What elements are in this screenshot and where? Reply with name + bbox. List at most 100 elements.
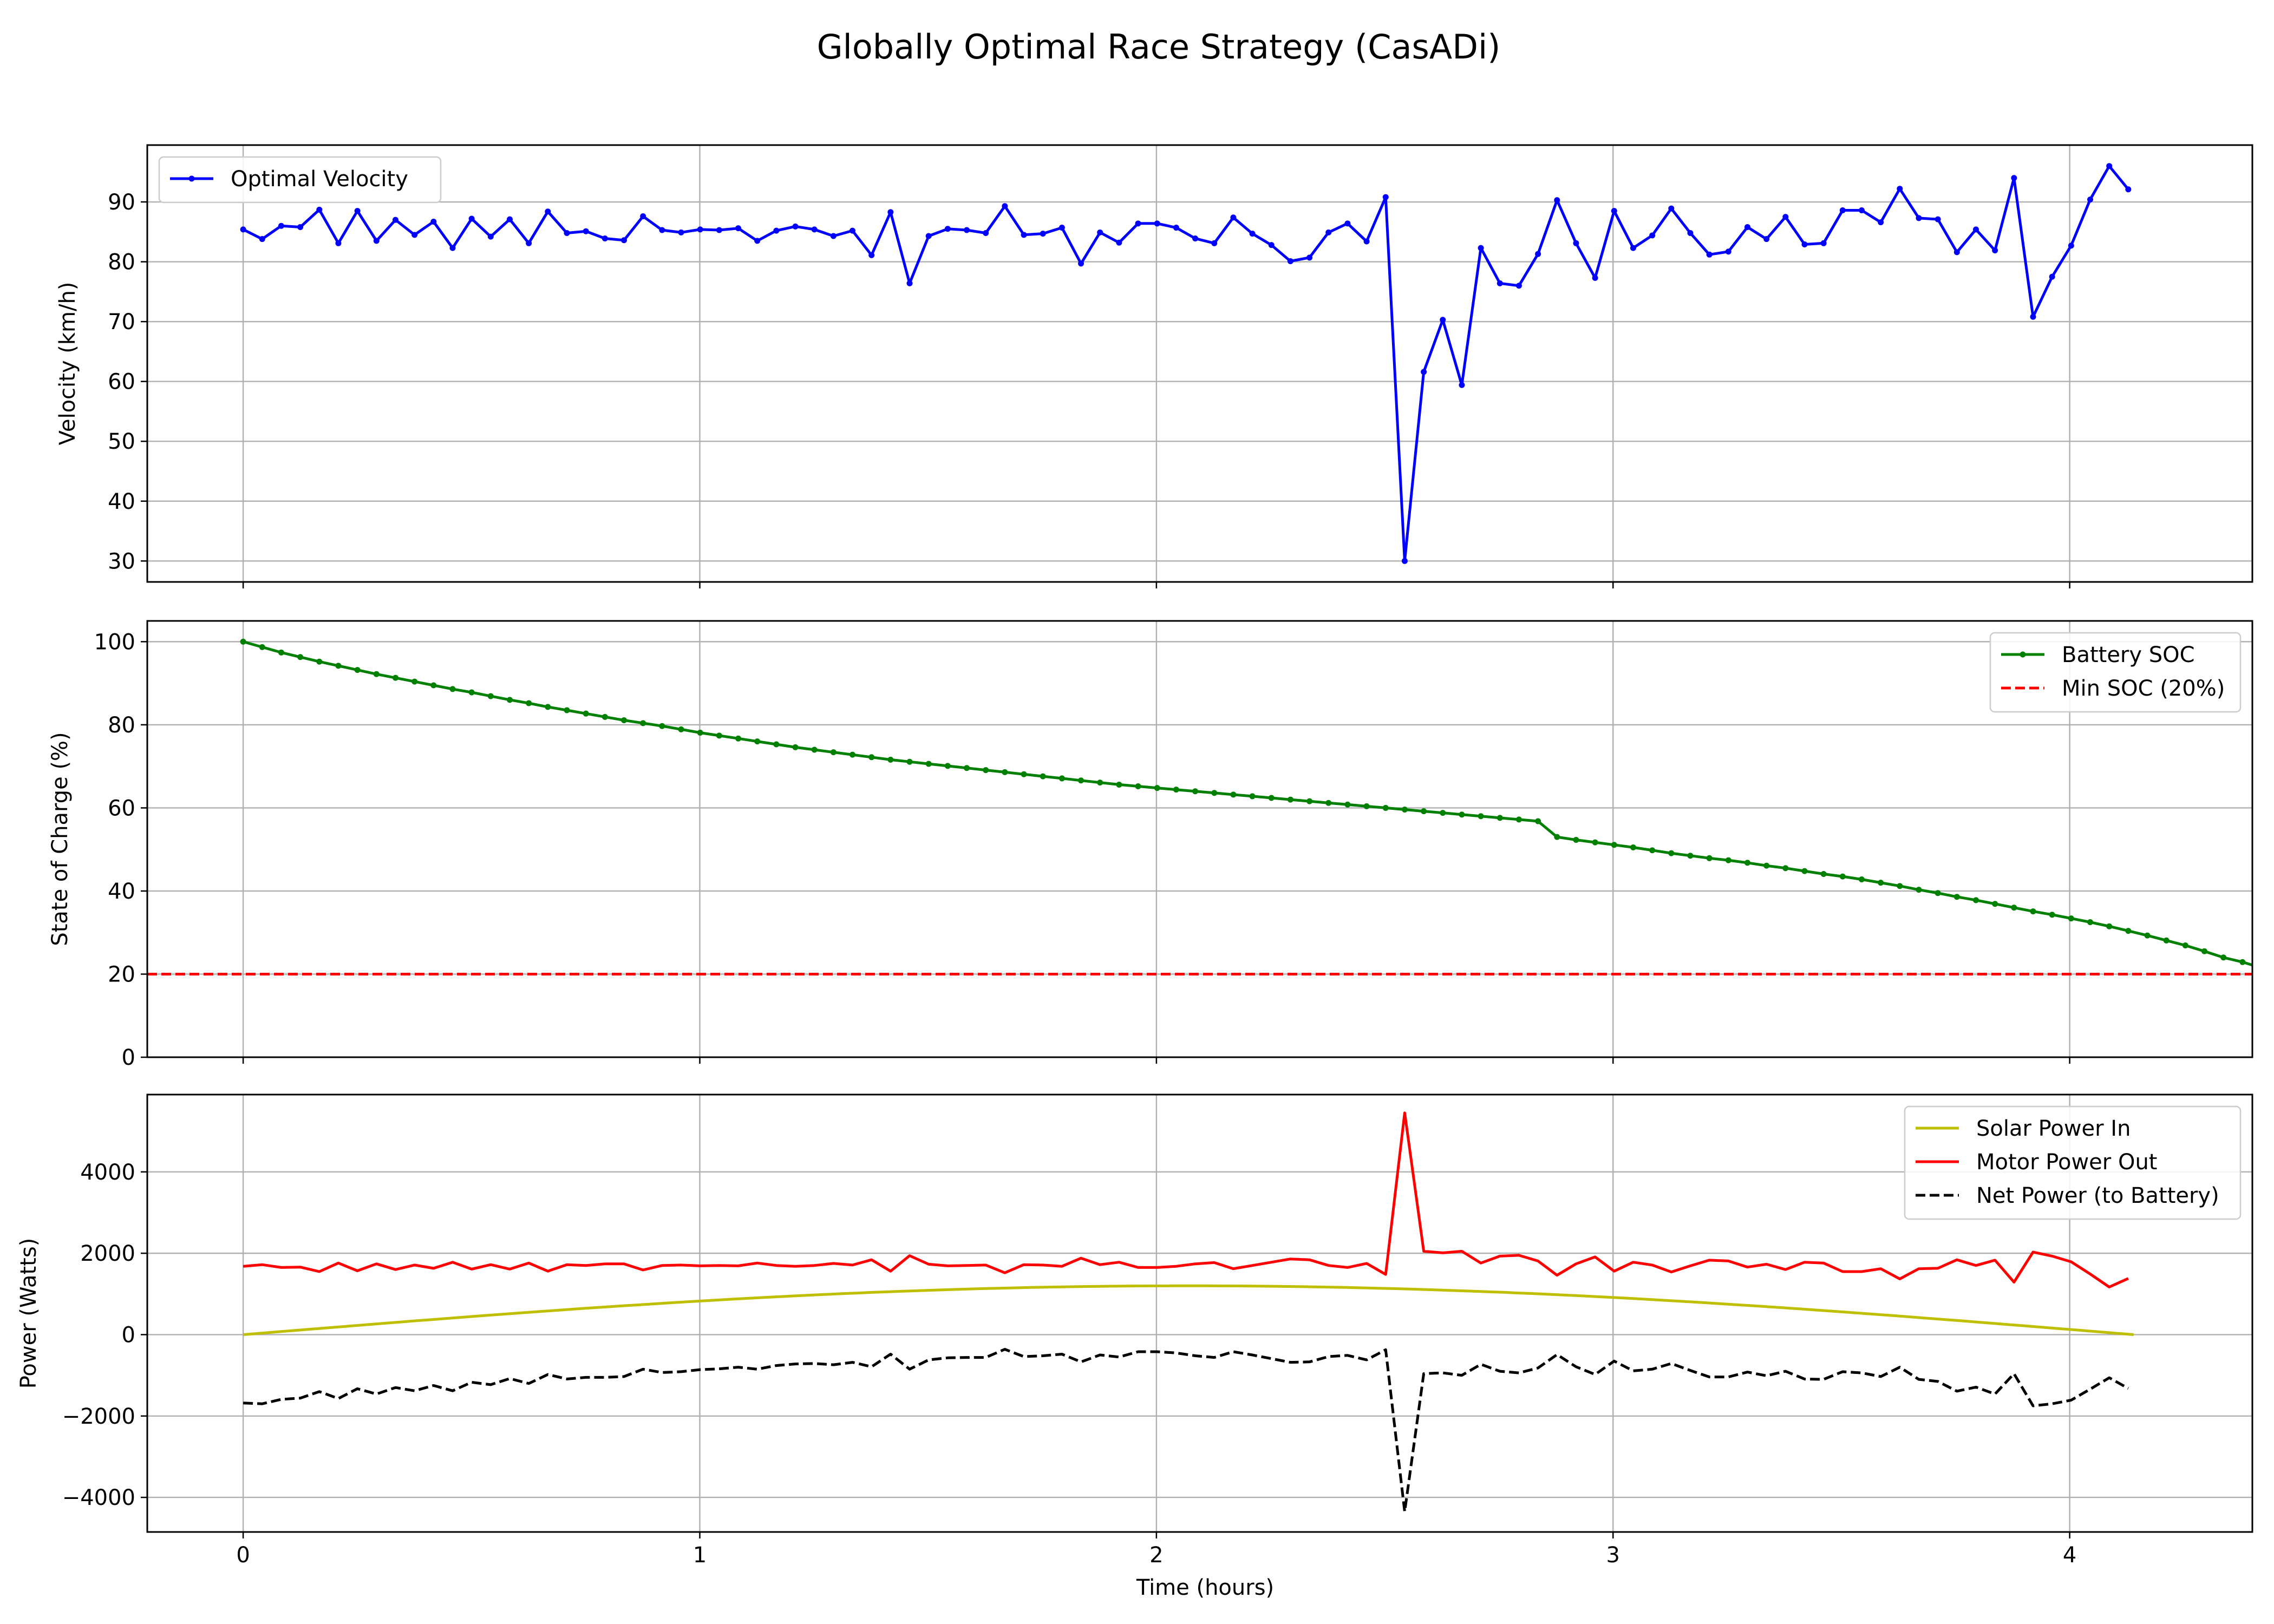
battery-soc-point: [678, 726, 684, 732]
y-tick-label: 20: [108, 962, 135, 987]
battery-soc-point: [735, 735, 742, 742]
optimal-velocity-point: [411, 232, 418, 238]
battery-soc-point: [983, 767, 989, 774]
optimal-velocity-point: [449, 245, 456, 251]
battery-soc-point: [1916, 887, 1922, 893]
optimal-velocity-point: [392, 217, 398, 223]
optimal-velocity-point: [964, 227, 970, 233]
optimal-velocity-point: [1135, 220, 1141, 227]
optimal-velocity-point: [1725, 248, 1731, 255]
optimal-velocity-point: [1040, 231, 1046, 237]
optimal-velocity-point: [1116, 239, 1122, 246]
battery-soc-point: [1515, 816, 1522, 823]
battery-soc-point: [297, 654, 304, 660]
battery-soc-point: [1363, 803, 1370, 809]
optimal-velocity-point: [1687, 230, 1694, 237]
battery-soc-point: [773, 741, 780, 748]
battery-soc-point: [2011, 905, 2017, 911]
optimal-velocity-point: [1306, 254, 1313, 261]
x-tick-label: 0: [236, 1543, 250, 1568]
optimal-velocity-point: [1173, 225, 1179, 231]
battery-soc-point: [583, 710, 589, 717]
x-tick-label: 4: [2063, 1543, 2076, 1568]
battery-soc-point: [754, 738, 761, 745]
optimal-velocity-point: [373, 238, 380, 244]
velocity-legend: Optimal Velocity: [158, 156, 442, 204]
optimal-velocity-point: [545, 208, 551, 215]
optimal-velocity-point: [1820, 240, 1827, 246]
optimal-velocity-point: [1592, 274, 1598, 281]
power-axes-frame: [146, 1093, 2253, 1533]
optimal-velocity-point: [1515, 283, 1522, 289]
optimal-velocity-point: [811, 226, 818, 233]
battery-soc-point: [1211, 790, 1218, 796]
optimal-velocity-point: [792, 223, 799, 230]
battery-soc-point: [1459, 811, 1465, 818]
optimal-velocity-point: [1401, 558, 1408, 564]
battery-soc-point: [1839, 873, 1846, 880]
battery-soc-point: [1801, 868, 1808, 874]
optimal-velocity-point: [620, 237, 627, 244]
optimal-velocity-point: [564, 230, 570, 237]
battery-soc-point: [1668, 850, 1675, 856]
optimal-velocity-point: [278, 222, 284, 229]
optimal-velocity-point: [1706, 251, 1713, 258]
optimal-velocity-point: [678, 229, 684, 235]
battery-soc-point: [1097, 780, 1103, 786]
battery-soc-point: [2259, 965, 2265, 971]
velocity-y-axis-label: Velocity (km/h): [55, 282, 80, 446]
optimal-velocity-point: [526, 240, 532, 246]
battery-soc-point: [449, 686, 456, 692]
battery-soc-point: [1687, 853, 1694, 859]
battery-soc-point: [526, 700, 532, 706]
battery-soc-point: [1878, 880, 1884, 886]
battery-soc-legend-marker: [2020, 651, 2026, 658]
battery-soc-point: [1440, 810, 1446, 816]
y-tick-label: −4000: [62, 1485, 135, 1510]
battery-soc-point: [2049, 912, 2055, 918]
optimal-velocity-point: [1287, 258, 1293, 264]
optimal-velocity-point: [2030, 313, 2036, 320]
optimal-velocity-point: [2087, 197, 2094, 203]
optimal-velocity-point: [1440, 317, 1446, 323]
battery-soc-point: [1344, 801, 1351, 808]
battery-soc-point: [430, 682, 437, 689]
x-axis-label: Time (hours): [1136, 1575, 1274, 1600]
battery-soc-point: [1573, 837, 1579, 843]
battery-soc-point: [1154, 785, 1160, 791]
optimal-velocity-point: [1478, 245, 1484, 251]
power-panel: 0 1 2 3 4 −4000 −2000 0 2000 4000 Power (Watts) Sol…: [16, 1093, 2253, 1568]
optimal-velocity-point: [1058, 225, 1065, 231]
y-tick-label: 60: [108, 796, 135, 821]
battery-soc-point: [887, 756, 894, 763]
battery-soc-point: [2144, 932, 2151, 939]
optimal-velocity-point: [868, 252, 875, 258]
optimal-velocity-point: [1002, 203, 1008, 209]
solar-power-in-line: [243, 1284, 2134, 1336]
battery-soc-point: [906, 758, 913, 765]
battery-soc-point: [1135, 783, 1141, 790]
battery-soc-point: [1401, 806, 1408, 813]
y-tick-label: −2000: [62, 1404, 135, 1429]
battery-soc-point: [354, 667, 361, 673]
optimal-velocity-point: [1953, 249, 1960, 256]
optimal-velocity-point: [2011, 175, 2017, 181]
battery-soc-point: [1706, 855, 1713, 861]
battery-soc-point: [716, 732, 722, 739]
optimal-velocity-point: [506, 216, 513, 222]
battery-soc-point: [1497, 815, 1503, 821]
battery-soc-point: [1116, 781, 1122, 788]
min-soc-20-legend-label: Min SOC (20%): [2062, 676, 2225, 701]
battery-soc-point: [1268, 795, 1275, 801]
battery-soc-point: [1173, 787, 1179, 793]
battery-soc-point: [392, 675, 398, 681]
optimal-velocity-point: [830, 233, 837, 239]
battery-soc-point: [487, 693, 494, 699]
battery-soc-point: [2125, 928, 2132, 934]
battery-soc-point: [868, 754, 875, 761]
battery-soc-point: [564, 707, 570, 713]
optimal-velocity-legend-marker: [188, 175, 195, 182]
optimal-velocity-point: [1021, 232, 1027, 238]
y-tick-label: 0: [122, 1045, 135, 1070]
